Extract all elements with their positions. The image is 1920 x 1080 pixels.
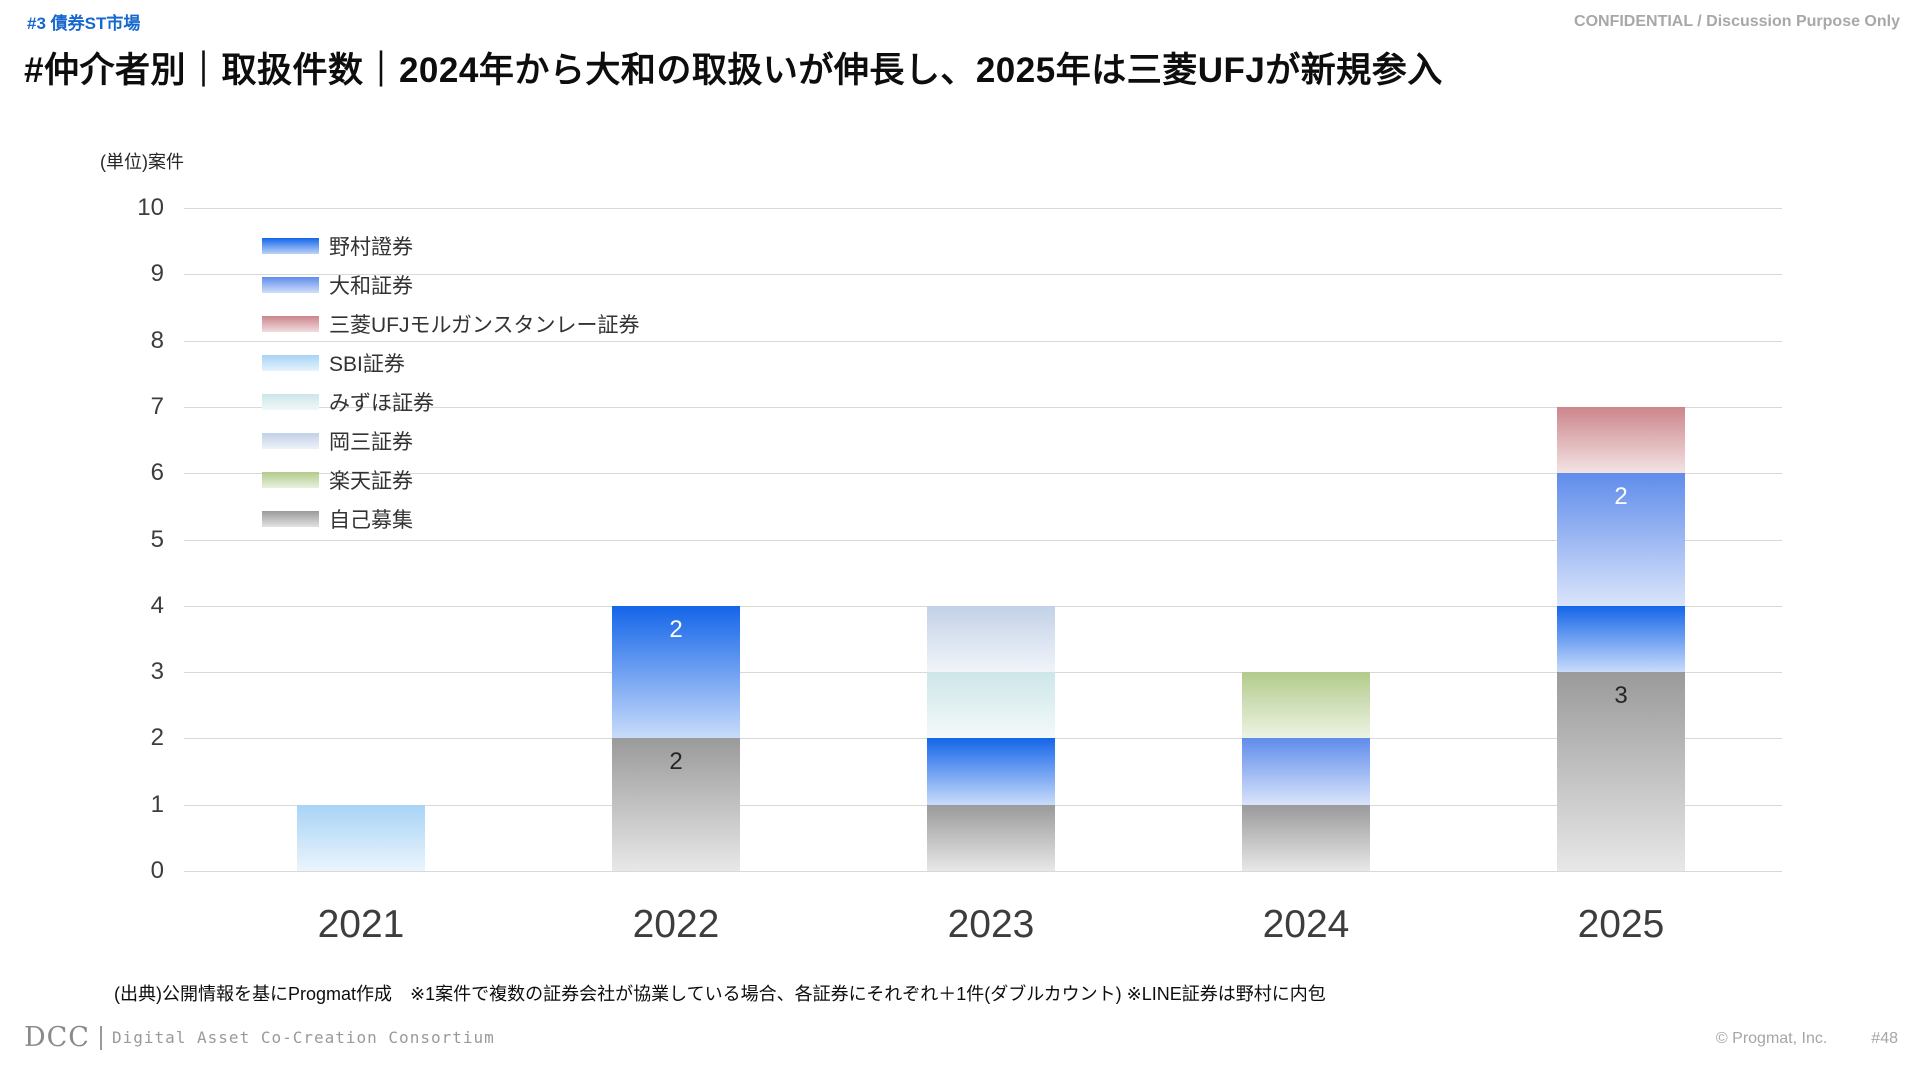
y-axis-tick-label: 8: [150, 326, 164, 354]
bar-segment: [1242, 738, 1370, 805]
x-axis-labels: 2021 2022 2023 2024 2025: [184, 903, 1782, 959]
page-number: #48: [1871, 1030, 1898, 1047]
bar-segment: [1557, 406, 1685, 474]
stacked-bar-chart: 0 1 2 3 4 5 6 7 8 9 10 野村證券 大和証券 三菱UFJモルガンスタンレー証券 SBI証…: [137, 194, 1782, 884]
bar-segment-label: 3: [1614, 682, 1628, 710]
bar-2024: [1242, 672, 1370, 871]
legend-item: 三菱UFJモルガンスタンレー証券: [262, 304, 639, 343]
x-axis-label: 2021: [317, 903, 405, 946]
bar-segment: [1242, 672, 1370, 739]
bar-segment: [927, 672, 1055, 739]
x-axis-label: 2025: [1577, 903, 1665, 946]
gridline: [184, 208, 1782, 209]
bar-segment: [927, 804, 1055, 871]
footer-brand: DCC Digital Asset Co-Creation Consortium: [24, 1022, 495, 1053]
gridline: [184, 539, 1782, 541]
slide-section-tag: #3 債券ST市場: [27, 14, 141, 33]
bar-2021: [297, 804, 425, 871]
footer-meta: © Progmat, Inc. #48: [1716, 1030, 1898, 1048]
x-axis-label: 2023: [947, 903, 1035, 946]
legend-swatch-icon: [262, 432, 319, 449]
legend-label: 自己募集: [329, 508, 413, 532]
y-axis-tick-label: 3: [150, 658, 164, 686]
legend-item: 楽天証券: [262, 460, 639, 499]
legend-swatch-icon: [262, 471, 319, 488]
y-axis-tick-label: 4: [150, 591, 164, 619]
copyright-label: © Progmat, Inc.: [1715, 1030, 1828, 1047]
bar-segment: 3: [1557, 672, 1685, 871]
bar-segment: [927, 738, 1055, 805]
legend-swatch-icon: [262, 510, 319, 527]
bar-segment: [297, 804, 425, 871]
confidential-label: CONFIDENTIAL / Discussion Purpose Only: [1574, 13, 1900, 30]
legend-swatch-icon: [262, 354, 319, 371]
legend-label: みずほ証券: [329, 391, 434, 415]
source-footnote: (出典)公開情報を基にProgmat作成 ※1案件で複数の証券会社が協業している…: [114, 984, 1326, 1004]
gridline: [184, 406, 1782, 408]
legend-label: 大和証券: [329, 274, 413, 298]
bar-segment: 2: [612, 738, 740, 871]
legend-swatch-icon: [262, 315, 319, 332]
bar-segment-label: 2: [669, 748, 683, 776]
y-axis-tick-label: 10: [137, 194, 164, 221]
bar-segment: [1557, 605, 1685, 673]
legend-label: 三菱UFJモルガンスタンレー証券: [329, 313, 640, 337]
gridline: [184, 473, 1782, 475]
x-axis-label: 2022: [632, 903, 720, 946]
legend-swatch-icon: [262, 237, 319, 254]
footer-divider: [99, 1025, 102, 1050]
bar-segment: 2: [1557, 473, 1685, 606]
legend-label: SBI証券: [329, 352, 405, 376]
x-axis-label: 2024: [1262, 903, 1350, 946]
legend-item: 大和証券: [262, 265, 639, 304]
bar-2023: [927, 605, 1055, 871]
legend-swatch-icon: [262, 276, 319, 293]
page-title: #仲介者別｜取扱件数｜2024年から大和の取扱いが伸長し、2025年は三菱UFJ…: [24, 51, 1443, 90]
legend-label: 楽天証券: [329, 469, 413, 493]
bar-segment: [1242, 804, 1370, 871]
bar-segment-label: 2: [669, 615, 683, 643]
y-axis-tick-label: 5: [150, 525, 164, 553]
legend-label: 岡三証券: [329, 430, 413, 454]
dcc-logo: DCC: [24, 1022, 90, 1053]
legend-item: 岡三証券: [262, 421, 639, 460]
consortium-label: Digital Asset Co-Creation Consortium: [111, 1028, 495, 1047]
y-axis-tick-label: 2: [150, 724, 164, 752]
y-axis-tick-label: 0: [150, 857, 164, 884]
gridline: [184, 871, 1782, 872]
legend-item: みずほ証券: [262, 382, 639, 421]
legend-label: 野村證券: [329, 235, 413, 259]
y-axis-tick-label: 9: [150, 260, 164, 288]
legend-item: SBI証券: [262, 343, 639, 382]
legend-item: 自己募集: [262, 499, 639, 538]
gridline: [184, 274, 1782, 276]
chart-unit-label: (単位)案件: [100, 152, 184, 172]
chart-legend: 野村證券大和証券三菱UFJモルガンスタンレー証券 SBI証券みずほ証券岡三証券楽天…: [262, 226, 639, 538]
gridline: [184, 340, 1782, 342]
bar-segment: [927, 605, 1055, 673]
y-axis-tick-label: 6: [150, 459, 164, 487]
bar-segment-label: 2: [1614, 483, 1628, 511]
y-axis-tick-label: 7: [150, 392, 164, 420]
legend-swatch-icon: [262, 393, 319, 410]
legend-item: 野村證券: [262, 226, 639, 265]
y-axis-tick-label: 1: [150, 790, 164, 818]
bar-segment: 2: [612, 605, 740, 739]
